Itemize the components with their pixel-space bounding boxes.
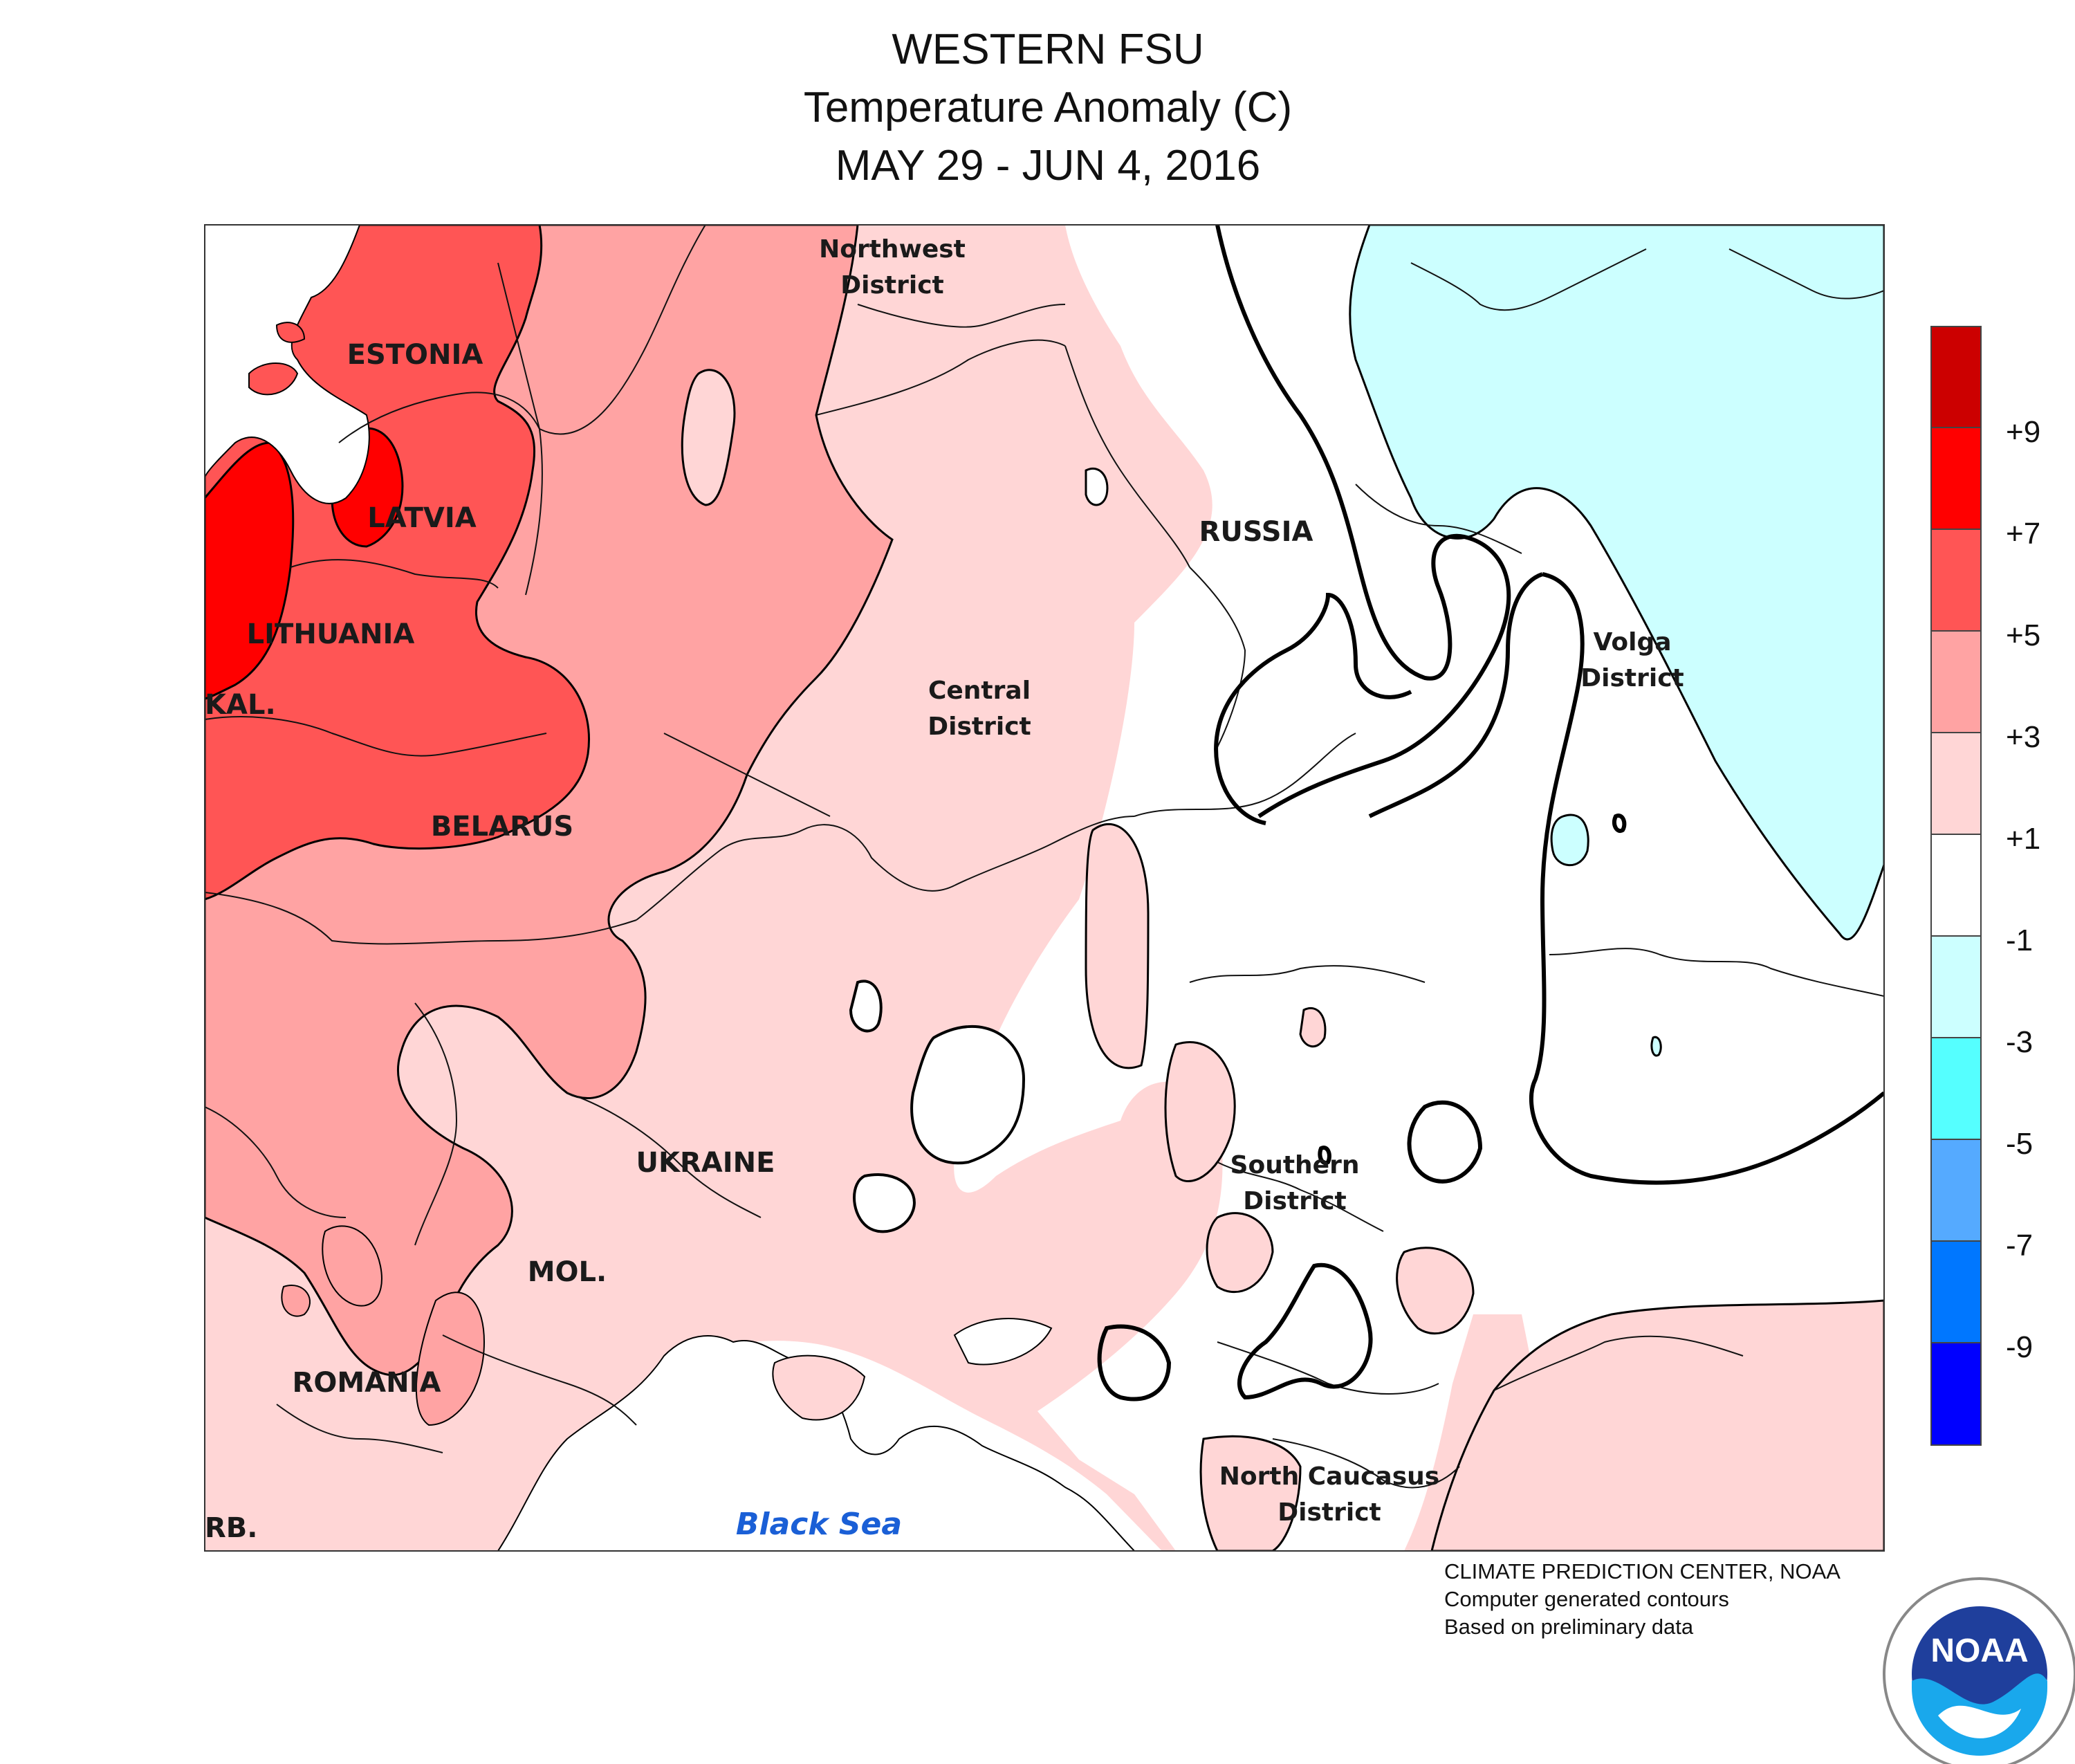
- label-latvia: LATVIA: [367, 502, 476, 534]
- legend-swatch: [1930, 1139, 1982, 1242]
- legend-swatch: [1930, 732, 1982, 835]
- label-northwest-district: Northwest: [819, 235, 966, 264]
- anomaly-near-zero-patch: [853, 1173, 916, 1233]
- anomaly-warm-plus7: [205, 441, 295, 700]
- label-north-caucasus-district: District: [1278, 1498, 1381, 1527]
- anomaly-warm-romania: [281, 1285, 311, 1317]
- anomaly-cool-patch: [1550, 814, 1589, 867]
- legend-tick: +3: [2006, 720, 2041, 754]
- map-title: WESTERN FSU Temperature Anomaly (C) MAY …: [0, 21, 2075, 195]
- logo-gull: [1938, 1705, 2021, 1738]
- anomaly-warm-blob: [1206, 1212, 1274, 1294]
- anomaly-warm-patch: [681, 369, 736, 506]
- anomaly-cool-volga: [1349, 225, 1884, 941]
- label-lithuania: LITHUANIA: [247, 618, 415, 650]
- legend-swatch: [1930, 326, 1982, 428]
- legend-tick: -5: [2006, 1127, 2034, 1161]
- anomaly-warm-blob: [1085, 823, 1150, 1069]
- district-labels: Northwest District Central District Volg…: [736, 235, 1684, 1542]
- label-black-sea: Black Sea: [736, 1507, 902, 1542]
- legend-swatch: [1930, 630, 1982, 733]
- label-southern-district: District: [1243, 1187, 1347, 1215]
- noaa-logo: NOAA: [1883, 1577, 2075, 1764]
- credit-line-2: Computer generated contours: [1444, 1587, 1729, 1611]
- label-kaliningrad: KAL.: [205, 689, 276, 721]
- anomaly-near-zero-patch: [910, 1025, 1026, 1165]
- label-serbia: RB.: [205, 1512, 257, 1544]
- legend-tick: +7: [2006, 517, 2041, 551]
- anomaly-warm-blob: [1299, 1007, 1327, 1047]
- island: [275, 322, 306, 343]
- legend-colorbar: [1930, 326, 1982, 1446]
- label-ukraine: UKRAINE: [636, 1147, 775, 1179]
- zero-contours: [1097, 225, 1884, 1402]
- label-volga-district: Volga: [1593, 628, 1671, 656]
- credit-line-1: CLIMATE PREDICTION CENTER, NOAA: [1444, 1559, 1841, 1583]
- title-region: WESTERN FSU: [892, 26, 1204, 73]
- label-north-caucasus-district: North Caucasus: [1219, 1462, 1439, 1491]
- title-period: MAY 29 - JUN 4, 2016: [835, 142, 1261, 190]
- map-field: [205, 225, 1884, 1551]
- anomaly-warm-blob: [1396, 1247, 1475, 1335]
- anomaly-near-zero-patch: [849, 980, 883, 1033]
- anomaly-warm-patch: [1085, 468, 1109, 506]
- anomaly-warm-romania: [415, 1292, 486, 1426]
- country-labels: ESTONIA LATVIA LITHUANIA KAL. BELARUS UK…: [205, 339, 1313, 1544]
- label-volga-district: District: [1580, 664, 1684, 692]
- label-central-district: District: [928, 713, 1031, 741]
- legend-tick: +9: [2006, 415, 2041, 449]
- legend-swatch: [1930, 935, 1982, 1038]
- legend-swatch: [1930, 834, 1982, 937]
- credit-block: CLIMATE PREDICTION CENTER, NOAA Computer…: [1444, 1558, 1841, 1641]
- credit-line-3: Based on preliminary data: [1444, 1615, 1694, 1639]
- anomaly-warm-southeast: [1430, 1299, 1884, 1551]
- legend-swatch: [1930, 1240, 1982, 1343]
- anomaly-warm-north-caucasus: [1199, 1435, 1302, 1551]
- legend-tick: -1: [2006, 924, 2034, 957]
- legend-tick: +1: [2006, 822, 2041, 856]
- anomaly-cool-patch: [1650, 1036, 1662, 1057]
- crimea: [772, 1354, 866, 1421]
- label-northwest-district: District: [840, 271, 944, 300]
- label-estonia: ESTONIA: [347, 339, 483, 371]
- legend-swatch: [1930, 1037, 1982, 1140]
- island: [248, 362, 299, 396]
- baltic-sea: [205, 225, 370, 504]
- logo-text: NOAA: [1930, 1633, 2028, 1669]
- country-borders: [205, 225, 1884, 1489]
- map-frame: [204, 224, 1885, 1552]
- legend-swatch: [1930, 1342, 1982, 1446]
- label-russia: RUSSIA: [1199, 516, 1313, 548]
- legend-tick: +5: [2006, 618, 2041, 652]
- label-moldova: MOL.: [528, 1256, 607, 1288]
- label-southern-district: Southern: [1230, 1151, 1360, 1179]
- legend-swatch: [1930, 427, 1982, 530]
- anomaly-warm-romania: [322, 1225, 382, 1307]
- label-belarus: BELARUS: [431, 811, 573, 843]
- legend-tick: -9: [2006, 1330, 2034, 1364]
- legend-tick: -7: [2006, 1229, 2034, 1262]
- title-variable: Temperature Anomaly (C): [803, 84, 1293, 131]
- label-romania: ROMANIA: [293, 1367, 441, 1399]
- legend-swatch: [1930, 529, 1982, 632]
- legend-tick: -3: [2006, 1025, 2034, 1059]
- anomaly-warm-blob: [1164, 1041, 1236, 1182]
- label-central-district: Central: [928, 677, 1031, 705]
- sea-of-azov: [953, 1318, 1053, 1366]
